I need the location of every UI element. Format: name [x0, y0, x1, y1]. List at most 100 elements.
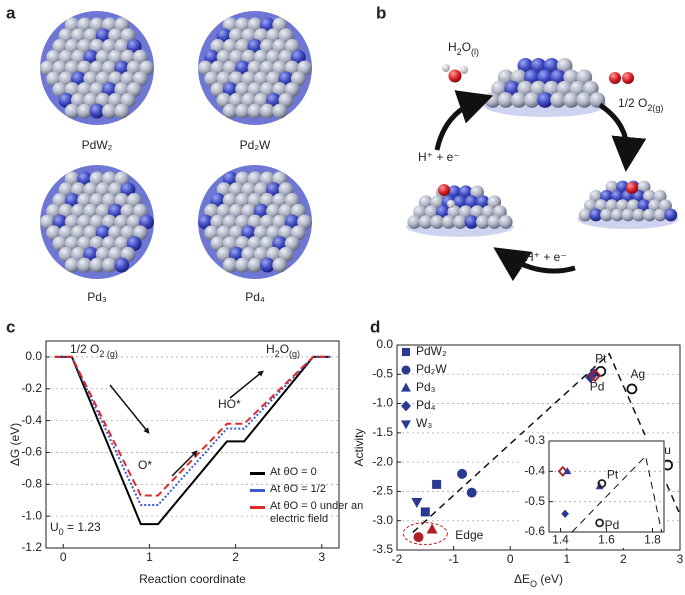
atom — [284, 214, 300, 230]
x-tick-label: 1.8 — [644, 532, 661, 546]
atom — [120, 182, 136, 198]
atom — [95, 246, 111, 262]
atom — [83, 71, 99, 87]
atom — [497, 69, 514, 86]
legend-entry: At θO = 0 — [250, 466, 365, 479]
atom — [253, 246, 269, 262]
atom — [58, 49, 74, 65]
point — [420, 507, 430, 517]
atom — [605, 180, 619, 194]
point — [626, 383, 638, 395]
atom — [487, 215, 502, 229]
atom — [556, 80, 573, 97]
atom — [216, 225, 232, 241]
legend-label: At θO = 0 — [270, 466, 317, 478]
atom — [272, 39, 288, 54]
x-axis-label: Reaction coordinate — [139, 572, 246, 586]
atom — [637, 180, 651, 194]
metal-label: Pd — [590, 380, 605, 394]
atom — [108, 182, 123, 198]
legend-label: At θO = 1/2 — [270, 483, 326, 495]
atom — [253, 49, 269, 65]
atom — [284, 60, 300, 76]
atom — [52, 193, 68, 208]
atom — [95, 49, 111, 65]
y-tick-label: -0.4 — [524, 464, 545, 478]
atom — [497, 92, 514, 108]
atom — [253, 203, 269, 219]
hydrogen — [442, 64, 450, 72]
y-tick-label: -0.4 — [21, 413, 42, 427]
point — [561, 509, 569, 518]
atom — [114, 257, 130, 273]
atom — [253, 182, 269, 198]
point — [563, 467, 572, 475]
atom — [653, 189, 667, 203]
annotation-arrow — [171, 450, 198, 477]
y-tick-label: -0.5 — [372, 366, 393, 380]
atom — [605, 199, 619, 213]
atom — [241, 203, 257, 219]
atom — [229, 182, 244, 198]
oxygen — [438, 184, 450, 196]
atom — [290, 203, 306, 219]
atom — [120, 225, 136, 241]
atom — [259, 193, 275, 208]
atom — [222, 236, 238, 251]
atom — [64, 39, 80, 54]
oxygen — [626, 182, 638, 194]
x-axis-label-part: (eV) — [537, 572, 563, 586]
atom — [114, 236, 130, 251]
atom — [537, 92, 553, 108]
reaction-label-part: H — [448, 40, 457, 54]
legend-swatch — [250, 489, 265, 492]
atom — [108, 28, 123, 44]
atom — [114, 17, 130, 33]
plot-frame — [396, 344, 681, 551]
atom — [89, 193, 105, 208]
atom — [453, 195, 467, 209]
atom — [222, 257, 238, 273]
atom — [222, 17, 238, 33]
atom — [52, 236, 68, 251]
atom — [266, 182, 282, 198]
point — [466, 487, 477, 498]
atom — [46, 225, 62, 241]
x-axis-label: ΔEO (eV) — [514, 572, 563, 589]
oxygen — [448, 69, 462, 83]
atom — [58, 71, 74, 87]
atom — [101, 60, 117, 76]
x-tick-label: 1 — [563, 552, 570, 566]
oxygen — [622, 72, 634, 84]
point — [557, 465, 568, 477]
atom — [589, 208, 603, 222]
atom — [114, 103, 130, 119]
atom — [643, 189, 656, 203]
atom — [89, 39, 105, 54]
atom — [266, 203, 282, 219]
atom — [229, 246, 244, 262]
panel-label: d — [370, 317, 380, 336]
atom — [576, 69, 593, 86]
atom — [77, 60, 93, 76]
annotation: O* — [138, 458, 152, 472]
atom — [64, 257, 80, 273]
x-tick-label: 3 — [318, 550, 325, 564]
y-tick-label: 0.0 — [376, 337, 393, 351]
atom — [253, 28, 269, 44]
panel-label: a — [6, 3, 16, 22]
atom — [101, 39, 117, 54]
atom — [204, 225, 220, 241]
legend-label: Pd₃ — [416, 380, 436, 394]
y-tick-label: -1.0 — [21, 508, 42, 522]
atom — [52, 60, 68, 76]
atom — [259, 60, 275, 76]
cycle-arrow — [434, 90, 494, 151]
atom — [83, 225, 99, 241]
atom — [272, 257, 288, 273]
atom — [498, 215, 513, 229]
atom — [210, 39, 226, 54]
legend-label: Pd₂W — [416, 362, 447, 376]
annotation-part: (g) — [289, 349, 300, 359]
